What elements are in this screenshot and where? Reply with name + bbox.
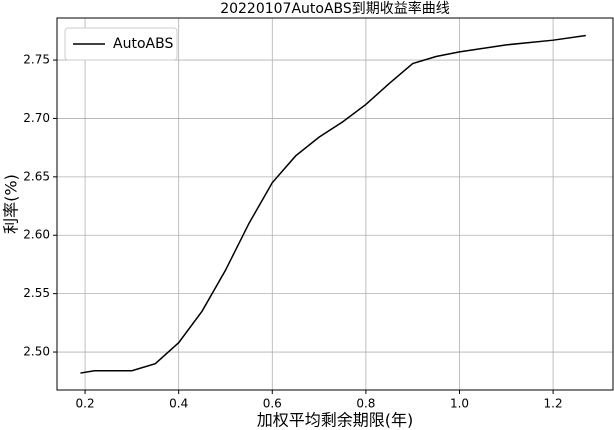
x-tick-label: 0.4 <box>169 397 188 411</box>
y-tick-label: 2.70 <box>23 111 50 125</box>
x-axis-label: 加权平均剩余期限(年) <box>257 411 414 430</box>
x-tick-label: 0.8 <box>356 397 375 411</box>
legend-label: AutoABS <box>113 36 173 52</box>
x-tick-label: 1.0 <box>450 397 469 411</box>
y-tick-label: 2.50 <box>23 345 50 359</box>
legend-box <box>64 27 178 61</box>
line-series <box>80 34 586 374</box>
y-tick-label: 2.60 <box>23 228 50 242</box>
y-axis-label: 利率(%) <box>2 174 21 234</box>
x-tick-label: 0.2 <box>76 397 95 411</box>
y-tick-label: 2.65 <box>23 169 50 183</box>
y-tick-label: 2.75 <box>23 53 50 67</box>
chart-title: 20220107AutoABS到期收益率曲线 <box>220 0 450 17</box>
x-tick-label: 1.2 <box>544 397 563 411</box>
x-tick-label: 0.6 <box>263 397 282 411</box>
plot-frame <box>56 17 614 391</box>
y-tick-label: 2.55 <box>23 286 50 300</box>
